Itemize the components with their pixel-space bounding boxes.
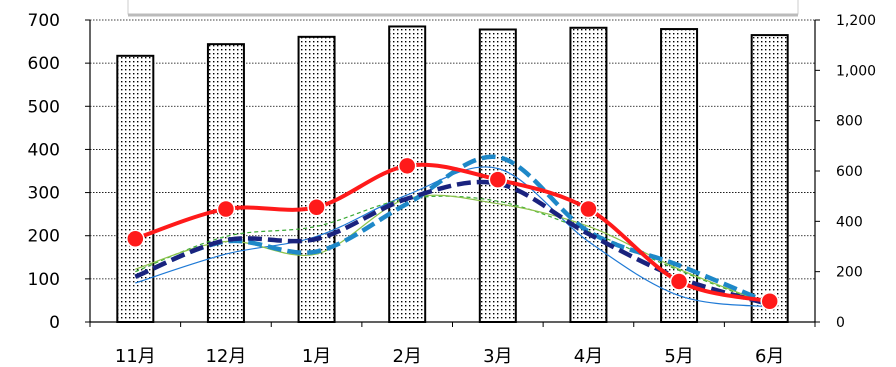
series-markers	[126, 156, 779, 311]
series-marker	[307, 197, 326, 217]
right-tick-label: 800	[836, 114, 863, 130]
left-tick-label: 200	[28, 227, 60, 247]
bar	[297, 35, 336, 323]
series-marker	[488, 170, 508, 189]
series-marker	[669, 272, 689, 291]
tick-labels: 0 100 200 300 400 500 600 700 0 200 400 600 800 1,000…	[28, 11, 877, 367]
left-tick-label: 0	[49, 313, 60, 333]
x-tick-label: 1月	[302, 346, 331, 367]
left-tick-label: 500	[28, 97, 60, 117]
series-marker	[760, 292, 779, 311]
right-tick-label: 400	[836, 214, 863, 230]
right-tick-label: 600	[836, 164, 863, 180]
left-tick-label: 400	[28, 140, 60, 160]
series-marker	[397, 156, 417, 176]
series-line	[134, 162, 771, 304]
axes	[85, 19, 820, 327]
series-marker	[126, 229, 145, 248]
x-tick-label: 11月	[115, 346, 156, 367]
left-tick-label: 300	[28, 184, 60, 204]
right-tick-label: 0	[836, 315, 845, 331]
x-tick-label: 5月	[664, 346, 693, 367]
x-tick-label: 4月	[574, 346, 603, 367]
legend-box	[127, 0, 799, 15]
x-tick-label: 12月	[205, 346, 246, 367]
x-tick-label: 6月	[755, 346, 784, 367]
x-tick-label: 2月	[392, 346, 421, 367]
bar	[116, 54, 155, 324]
bar	[569, 26, 608, 323]
gridlines	[90, 19, 815, 280]
series-marker	[216, 199, 236, 219]
right-tick-label: 1,000	[836, 63, 876, 79]
left-tick-label: 600	[28, 54, 60, 74]
series-line	[135, 195, 770, 307]
bar	[750, 34, 789, 323]
left-tick-label: 100	[28, 270, 60, 290]
right-tick-label: 200	[836, 265, 863, 281]
bar	[206, 43, 245, 323]
x-tick-label: 3月	[483, 346, 512, 367]
right-tick-label: 1,200	[836, 13, 876, 29]
series-lines	[134, 154, 771, 308]
series-marker	[579, 199, 598, 219]
left-tick-label: 700	[28, 11, 60, 31]
